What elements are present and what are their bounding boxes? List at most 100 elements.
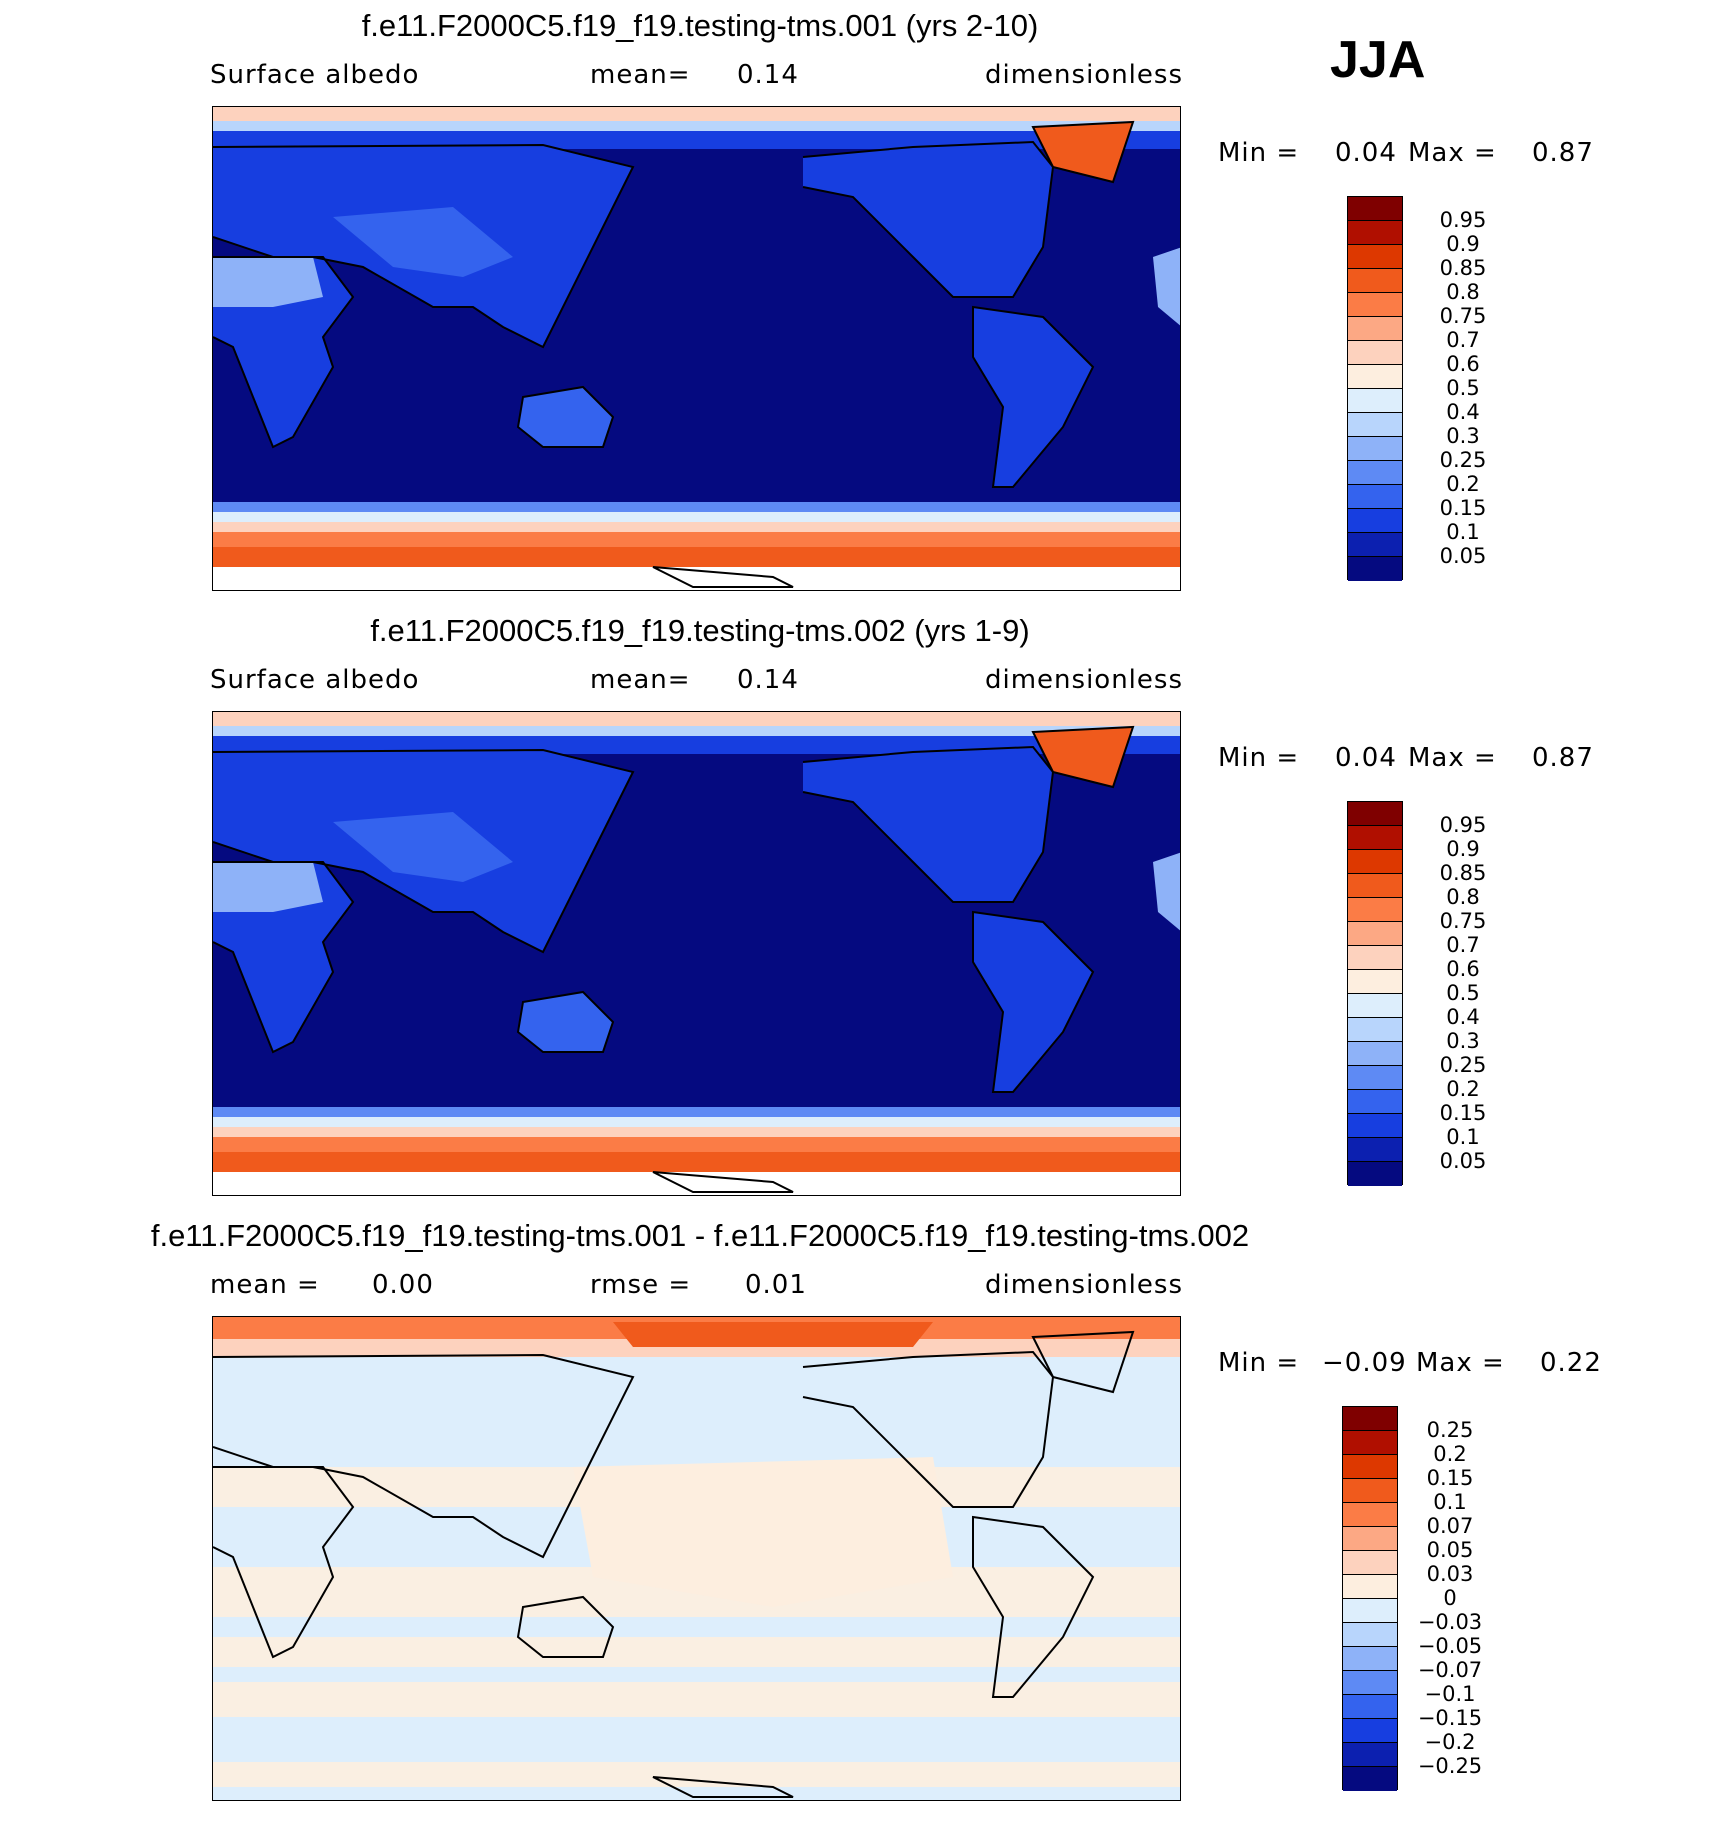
min-label: Min = — [1218, 138, 1300, 168]
colorbar-tick-label: 0.05 — [1439, 544, 1487, 568]
panel-case2: f.e11.F2000C5.f19_f19.testing-tms.002 (y… — [0, 605, 1710, 1210]
colorbar-segment — [1343, 1719, 1397, 1743]
colorbar-tick-label: 0.05 — [1439, 1149, 1487, 1173]
colorbar-ticks: 0.95 0.9 0.85 0.8 0.75 0.7 0.6 0.5 0.4 0.3 0.25 0.2… — [1418, 196, 1508, 580]
albedo-map — [212, 711, 1181, 1196]
panel-title: f.e11.F2000C5.f19_f19.testing-tms.002 (y… — [370, 613, 1030, 648]
colorbar-tick-label: 0.15 — [1439, 496, 1487, 520]
colorbar-tick-label: 0.85 — [1439, 256, 1487, 280]
colorbar-segment — [1348, 245, 1402, 269]
mean-value: 0.00 — [372, 1270, 434, 1300]
panel-difference: f.e11.F2000C5.f19_f19.testing-tms.001 - … — [0, 1210, 1710, 1815]
colorbar-segment — [1348, 874, 1402, 898]
colorbar-tick-label: 0.9 — [1446, 232, 1480, 256]
colorbar-segment — [1343, 1575, 1397, 1599]
colorbar-tick-label: 0.15 — [1426, 1466, 1474, 1490]
colorbar-tick-label: −0.07 — [1417, 1658, 1483, 1682]
colorbar-tick-label: 0.9 — [1446, 837, 1480, 861]
colorbar-segment — [1348, 898, 1402, 922]
colorbar-ticks: 0.95 0.9 0.85 0.8 0.75 0.7 0.6 0.5 0.4 0.3 0.25 0.2… — [1418, 801, 1508, 1185]
colorbar-segment — [1348, 437, 1402, 461]
colorbar-tick-label: 0.05 — [1426, 1538, 1474, 1562]
colorbar-tick-label: 0.8 — [1446, 280, 1480, 304]
colorbar-tick-label: 0 — [1443, 1586, 1457, 1610]
map-canvas — [213, 712, 1180, 1195]
colorbar-segment — [1348, 485, 1402, 509]
mean-label: mean = — [210, 1270, 320, 1300]
season-label: JJA — [1330, 31, 1426, 89]
colorbar-segment — [1348, 269, 1402, 293]
colorbar — [1342, 1406, 1398, 1791]
mean-label: mean= — [590, 665, 691, 695]
colorbar-segment — [1348, 994, 1402, 1018]
colorbar-tick-label: −0.2 — [1424, 1730, 1476, 1754]
colorbar-tick-label: 0.25 — [1439, 1053, 1487, 1077]
colorbar-segment — [1343, 1551, 1397, 1575]
colorbar-segment — [1348, 802, 1402, 826]
colorbar-tick-label: −0.25 — [1417, 1754, 1483, 1778]
colorbar-segment — [1348, 317, 1402, 341]
colorbar-tick-label: 0.95 — [1439, 813, 1487, 837]
colorbar-segment — [1348, 341, 1402, 365]
variable-label: Surface albedo — [210, 665, 420, 695]
panel-case1: f.e11.F2000C5.f19_f19.testing-tms.001 (y… — [0, 0, 1710, 605]
rmse-label: rmse = — [590, 1270, 692, 1300]
colorbar-tick-label: 0.1 — [1433, 1490, 1467, 1514]
colorbar-tick-label: 0.03 — [1426, 1562, 1474, 1586]
colorbar-tick-label: −0.05 — [1417, 1634, 1483, 1658]
min-value: 0.04 — [1335, 138, 1397, 168]
colorbar-tick-label: −0.1 — [1424, 1682, 1476, 1706]
min-value: 0.04 — [1335, 743, 1397, 773]
max-value: 0.87 — [1532, 743, 1594, 773]
colorbar-ticks: 0.25 0.2 0.15 0.1 0.07 0.05 0.03 0 −0.03 −0.05 −0.… — [1405, 1406, 1495, 1790]
colorbar-segment — [1343, 1767, 1397, 1791]
mean-value: 0.14 — [737, 665, 799, 695]
colorbar-tick-label: 0.25 — [1426, 1418, 1474, 1442]
colorbar-tick-label: 0.2 — [1433, 1442, 1467, 1466]
units-label: dimensionless — [985, 60, 1183, 90]
colorbar-segment — [1343, 1407, 1397, 1431]
colorbar-segment — [1348, 1018, 1402, 1042]
colorbar-segment — [1348, 922, 1402, 946]
colorbar-segment — [1348, 461, 1402, 485]
colorbar-tick-label: 0.3 — [1446, 424, 1480, 448]
difference-map — [212, 1316, 1181, 1801]
colorbar-segment — [1348, 221, 1402, 245]
colorbar-segment — [1348, 197, 1402, 221]
max-label: Max = — [1416, 1348, 1505, 1378]
min-label: Min = — [1218, 1348, 1300, 1378]
colorbar-tick-label: 0.3 — [1446, 1029, 1480, 1053]
rmse-value: 0.01 — [745, 1270, 807, 1300]
colorbar-segment — [1343, 1527, 1397, 1551]
colorbar-segment — [1343, 1623, 1397, 1647]
units-label: dimensionless — [985, 1270, 1183, 1300]
map-canvas — [213, 1317, 1180, 1800]
max-label: Max = — [1408, 743, 1497, 773]
colorbar-segment — [1348, 1042, 1402, 1066]
colorbar-segment — [1343, 1455, 1397, 1479]
colorbar-segment — [1343, 1431, 1397, 1455]
colorbar-segment — [1348, 533, 1402, 557]
mean-value: 0.14 — [737, 60, 799, 90]
colorbar-segment — [1348, 509, 1402, 533]
colorbar-tick-label: 0.75 — [1439, 304, 1487, 328]
colorbar-tick-label: 0.95 — [1439, 208, 1487, 232]
map-canvas — [213, 107, 1180, 590]
colorbar-segment — [1343, 1599, 1397, 1623]
colorbar-segment — [1348, 1138, 1402, 1162]
colorbar-tick-label: 0.7 — [1446, 933, 1480, 957]
panel-title: f.e11.F2000C5.f19_f19.testing-tms.001 - … — [150, 1218, 1250, 1253]
colorbar-tick-label: 0.4 — [1446, 1005, 1480, 1029]
colorbar-segment — [1348, 1114, 1402, 1138]
colorbar-segment — [1343, 1695, 1397, 1719]
colorbar-segment — [1348, 850, 1402, 874]
colorbar-tick-label: 0.1 — [1446, 1125, 1480, 1149]
colorbar-segment — [1343, 1647, 1397, 1671]
colorbar-tick-label: 0.15 — [1439, 1101, 1487, 1125]
colorbar-tick-label: 0.85 — [1439, 861, 1487, 885]
colorbar-segment — [1348, 946, 1402, 970]
max-value: 0.87 — [1532, 138, 1594, 168]
colorbar-segment — [1348, 1090, 1402, 1114]
colorbar-tick-label: −0.03 — [1417, 1610, 1483, 1634]
albedo-map — [212, 106, 1181, 591]
